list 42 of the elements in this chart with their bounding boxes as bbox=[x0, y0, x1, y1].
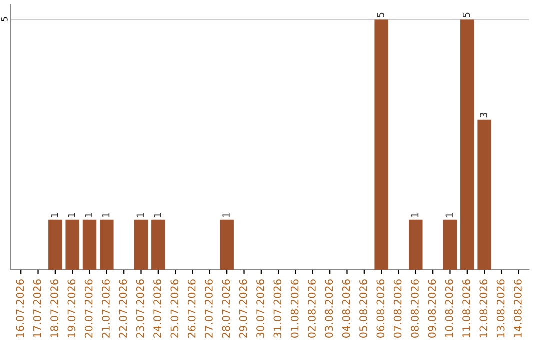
x-tick-label: 02.08.2026 bbox=[308, 280, 316, 338]
data-label: 1 bbox=[51, 213, 58, 218]
x-tick-label: 30.07.2026 bbox=[256, 280, 264, 338]
x-tick-label: 23.07.2026 bbox=[136, 280, 144, 338]
x-tick-label: 03.08.2026 bbox=[325, 280, 334, 338]
x-tick-label: 28.07.2026 bbox=[222, 280, 230, 338]
x-tick-label: 21.07.2026 bbox=[102, 280, 110, 338]
data-label: 1 bbox=[412, 213, 419, 218]
x-tick-label: 18.07.2026 bbox=[50, 280, 58, 338]
x-tick-label: 13.08.2026 bbox=[496, 280, 505, 338]
x-tick-label: 07.08.2026 bbox=[394, 280, 402, 338]
x-tick-label: 04.08.2026 bbox=[342, 280, 350, 338]
x-tick-label: 14.08.2026 bbox=[514, 280, 522, 338]
x-tick-label: 09.08.2026 bbox=[428, 280, 436, 338]
data-label: 1 bbox=[85, 213, 92, 218]
x-tick-label: 08.08.2026 bbox=[411, 280, 419, 338]
x-tick-label: 26.07.2026 bbox=[188, 280, 196, 338]
x-tick-label: 01.08.2026 bbox=[290, 280, 299, 338]
x-tick-label: 12.08.2026 bbox=[480, 280, 488, 338]
x-tick-label: 31.07.2026 bbox=[274, 280, 282, 338]
x-tick-label: 11.08.2026 bbox=[462, 280, 470, 338]
data-label: 1 bbox=[136, 213, 144, 218]
data-label: 1 bbox=[222, 213, 230, 218]
x-tick-label: 22.07.2026 bbox=[119, 280, 128, 338]
x-tick-label: 17.07.2026 bbox=[33, 280, 42, 338]
x-tick-label: 06.08.2026 bbox=[376, 280, 385, 338]
data-label: 1 bbox=[68, 213, 76, 218]
x-tick-label: 25.07.2026 bbox=[170, 280, 179, 338]
x-tick-label: 24.07.2026 bbox=[154, 280, 162, 338]
x-tick-label: 20.07.2026 bbox=[84, 280, 93, 338]
x-tick-label: 16.07.2026 bbox=[16, 280, 24, 338]
data-label: 3 bbox=[480, 112, 488, 118]
x-tick-label: 29.07.2026 bbox=[239, 280, 248, 338]
data-label: 1 bbox=[154, 213, 162, 218]
x-tick-label: 05.08.2026 bbox=[360, 280, 368, 338]
data-label: 5 bbox=[463, 12, 470, 18]
data-label: 5 bbox=[377, 12, 384, 18]
x-tick-label: 27.07.2026 bbox=[205, 280, 213, 338]
x-tick-label: 19.07.2026 bbox=[68, 280, 76, 338]
x-tick-label: 10.08.2026 bbox=[445, 280, 454, 338]
data-label: 1 bbox=[102, 213, 110, 218]
data-label: 1 bbox=[446, 213, 453, 218]
